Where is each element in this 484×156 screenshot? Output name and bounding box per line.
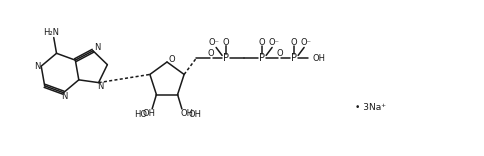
Text: O: O bbox=[291, 38, 298, 47]
Text: H₂N: H₂N bbox=[43, 28, 59, 37]
Text: P: P bbox=[223, 54, 229, 63]
Text: O: O bbox=[277, 49, 284, 58]
Text: • 3Na⁺: • 3Na⁺ bbox=[355, 103, 386, 112]
Text: O⁻: O⁻ bbox=[301, 38, 312, 47]
Text: OH: OH bbox=[312, 54, 325, 63]
Text: P: P bbox=[291, 54, 297, 63]
Text: O: O bbox=[169, 54, 175, 63]
Text: P: P bbox=[259, 54, 265, 63]
Text: OH: OH bbox=[143, 109, 156, 118]
Text: O⁻: O⁻ bbox=[269, 38, 280, 47]
Text: O⁻: O⁻ bbox=[209, 38, 220, 47]
Text: OH: OH bbox=[189, 110, 202, 119]
Text: HO: HO bbox=[134, 110, 147, 119]
Text: OH: OH bbox=[181, 109, 194, 118]
Text: N: N bbox=[94, 43, 100, 52]
Text: N: N bbox=[34, 62, 40, 71]
Text: N: N bbox=[97, 82, 104, 91]
Text: O: O bbox=[259, 38, 265, 47]
Text: O: O bbox=[208, 49, 214, 58]
Text: N: N bbox=[61, 92, 68, 101]
Text: O: O bbox=[223, 38, 229, 47]
